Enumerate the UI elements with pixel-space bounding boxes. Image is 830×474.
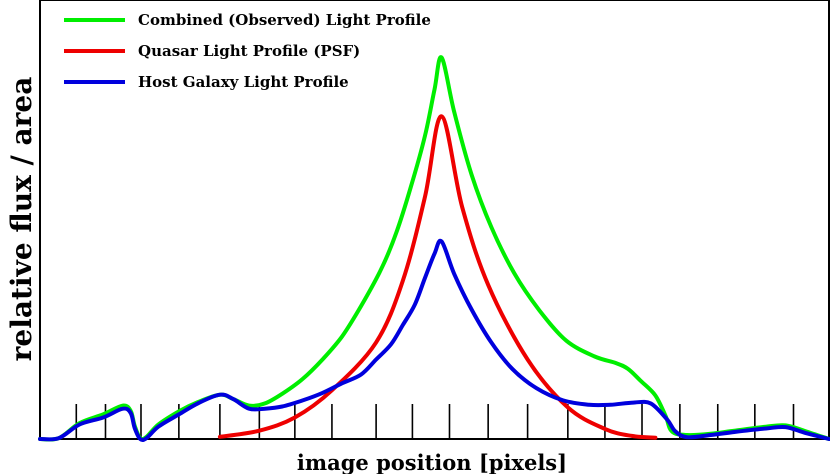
x-axis-label: image position [pixels]	[297, 450, 567, 474]
series-lines	[38, 55, 830, 443]
series-line-1	[217, 114, 658, 440]
y-axis-label: relative flux / area	[5, 77, 38, 362]
legend: Combined (Observed) Light Profile Quasar …	[64, 11, 431, 91]
legend-label-2: Host Galaxy Light Profile	[138, 73, 349, 91]
plot-frame	[39, 0, 830, 440]
series-line-2	[38, 238, 830, 443]
legend-label-0: Combined (Observed) Light Profile	[138, 11, 431, 29]
legend-label-1: Quasar Light Profile (PSF)	[138, 42, 360, 60]
